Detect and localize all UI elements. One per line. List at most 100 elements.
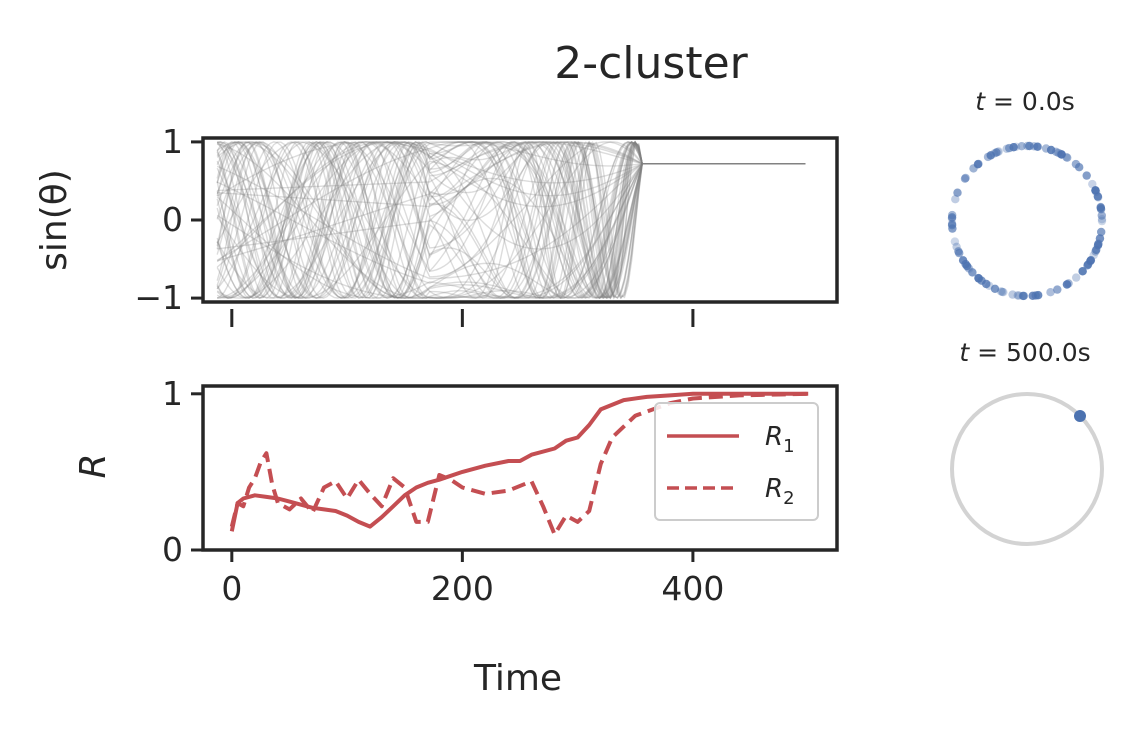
phase-trace	[216, 140, 806, 300]
phase-trace	[216, 141, 806, 299]
phase-trace	[216, 141, 806, 299]
phase-trace	[216, 163, 806, 299]
phase-trace	[216, 141, 806, 299]
initial-phase-point	[1096, 202, 1105, 212]
phase-trace	[216, 141, 806, 268]
phase-trace	[216, 160, 806, 299]
phase-trace	[216, 141, 806, 299]
phase-ytick-label: 0	[162, 200, 183, 239]
initial-phase-point	[1091, 186, 1100, 195]
initial-phase-point	[1097, 211, 1107, 220]
phase-trace	[216, 140, 806, 299]
phase-trace	[217, 141, 806, 299]
initial-phase-point	[990, 284, 1000, 293]
phase-trace	[216, 141, 806, 299]
phase-trace	[216, 141, 806, 299]
phase-trace	[217, 141, 806, 299]
figure-title: 2-cluster	[554, 38, 748, 89]
initial-phase-point	[993, 147, 1003, 157]
initial-phase-point	[962, 261, 972, 271]
phase-trace	[216, 141, 806, 299]
phase-trace	[216, 141, 806, 299]
phase-trace	[217, 141, 806, 299]
initial-phase-point	[1095, 234, 1105, 243]
initial-phase-point	[951, 195, 960, 204]
phase-traces	[216, 140, 806, 300]
phase-trace	[216, 141, 806, 299]
initial-phase-point	[1078, 267, 1087, 276]
phase-ylabel: sin(θ)	[34, 169, 75, 271]
order-xtick-label: 200	[431, 569, 494, 608]
initial-phase-point	[952, 242, 961, 251]
initial-phase-point	[953, 188, 962, 197]
phase-trace	[216, 141, 806, 299]
phase-trace	[216, 141, 806, 299]
initial-phase-point	[996, 287, 1006, 296]
initial-phase-point	[1096, 203, 1105, 212]
phase-trace	[217, 141, 806, 192]
phase-trace	[216, 141, 806, 299]
phase-trace	[216, 140, 806, 299]
phase-trace	[216, 163, 806, 280]
legend-label-r2: R2	[765, 474, 795, 509]
initial-phase-point	[1018, 291, 1028, 301]
phase-trace	[216, 141, 806, 284]
phase-trace	[216, 140, 806, 299]
order-xtick-label: 0	[221, 569, 242, 608]
initial-phase-point	[1094, 193, 1103, 202]
phase-trace	[216, 141, 806, 299]
phase-trace	[216, 141, 806, 299]
initial-phase-point	[1054, 148, 1063, 158]
final-circle-title: t = 500.0s	[959, 338, 1090, 367]
phase-trace	[216, 141, 806, 299]
initial-phase-point	[968, 268, 977, 277]
phase-trace	[216, 141, 806, 299]
initial-phase-point	[1093, 241, 1103, 250]
initial-phase-point	[1017, 142, 1026, 151]
legend-box	[654, 402, 819, 521]
phase-trace	[216, 141, 806, 299]
phase-trace	[216, 140, 806, 299]
initial-phase-point	[1033, 142, 1042, 151]
phase-trace	[216, 141, 806, 300]
initial-phase-point	[955, 248, 964, 258]
phase-trace	[216, 141, 806, 300]
phase-trace	[216, 141, 806, 300]
phase-trace	[216, 141, 806, 299]
phase-trace	[216, 141, 806, 300]
initial-phase-point	[1071, 159, 1081, 169]
phase-trace	[216, 140, 806, 299]
unit-circle-final: t = 500.0s	[950, 338, 1104, 546]
initial-phase-point	[960, 174, 970, 183]
phase-trace	[217, 141, 806, 299]
phase-trace	[216, 141, 806, 299]
order-panel: 1 00 200 400 R Time R1 R2	[73, 374, 839, 699]
phase-trace	[217, 141, 806, 262]
initial-phase-point	[994, 147, 1003, 156]
phase-trace	[216, 141, 806, 299]
phase-trace	[217, 140, 806, 299]
phase-trace	[216, 141, 806, 300]
order-ylabel: R	[73, 453, 114, 478]
phase-trace	[216, 141, 806, 299]
final-cluster-point	[1074, 410, 1086, 422]
phase-trace	[216, 141, 806, 299]
initial-phase-point	[973, 160, 983, 169]
initial-phase-point	[947, 221, 957, 230]
phase-trace	[216, 141, 806, 299]
initial-phase-point	[1086, 256, 1095, 266]
phase-trace	[217, 141, 806, 208]
initial-phase-point	[1097, 216, 1107, 226]
initial-phase-point	[1097, 227, 1106, 237]
phase-trace	[216, 141, 806, 300]
phase-trace	[216, 141, 806, 261]
initial-phase-point	[1008, 290, 1017, 299]
initial-phase-point	[1005, 143, 1014, 153]
initial-phase-point	[1056, 149, 1065, 159]
phase-trace	[216, 141, 806, 299]
phase-panel: 1 0 −1 sin(θ)	[34, 122, 839, 327]
initial-phase-point	[1033, 291, 1043, 300]
order-xlabel: Time	[473, 658, 562, 699]
unit-circle-initial: t = 0.0s	[947, 87, 1107, 301]
